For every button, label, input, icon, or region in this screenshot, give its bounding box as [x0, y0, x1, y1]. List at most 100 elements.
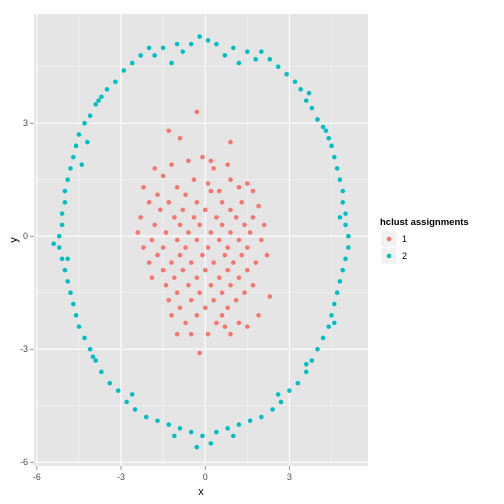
data-point-series-1 [222, 324, 228, 329]
data-point-series-2 [87, 346, 93, 352]
data-point-series-1 [228, 331, 233, 337]
data-point-series-2 [87, 113, 93, 118]
data-point-series-2 [334, 290, 340, 296]
data-point-series-2 [284, 71, 289, 77]
data-point-series-1 [169, 162, 174, 167]
data-point-series-2 [197, 34, 202, 39]
data-point-series-1 [177, 136, 183, 141]
x-axis-ticks: -6 -3 0 3 [33, 466, 292, 482]
data-point-series-2 [332, 154, 337, 160]
data-point-series-2 [298, 87, 303, 92]
data-point-series-2 [65, 177, 70, 183]
data-point-series-2 [138, 53, 143, 58]
data-point-series-2 [62, 188, 68, 194]
data-point-series-1 [236, 184, 242, 190]
data-point-series-2 [245, 49, 250, 54]
data-point-series-2 [56, 245, 62, 250]
data-point-series-1 [197, 350, 202, 356]
data-point-series-2 [337, 177, 343, 183]
data-point-series-2 [259, 49, 264, 54]
data-point-series-2 [340, 200, 346, 205]
legend: hclust assignments 12 [380, 217, 469, 265]
data-point-series-1 [264, 252, 270, 258]
data-point-series-2 [214, 429, 219, 435]
data-point-series-1 [174, 237, 180, 243]
x-axis-title: x [198, 486, 204, 498]
data-point-series-2 [326, 136, 332, 141]
data-point-series-2 [346, 245, 351, 250]
data-point-series-2 [93, 102, 99, 107]
data-point-series-1 [146, 260, 152, 265]
data-point-series-2 [236, 422, 242, 427]
data-point-series-2 [59, 256, 65, 262]
data-point-series-1 [155, 192, 160, 198]
data-point-series-2 [169, 60, 174, 66]
data-point-series-1 [205, 245, 211, 250]
data-point-series-2 [70, 301, 76, 307]
data-point-series-1 [219, 290, 225, 296]
legend-entries: 12 [380, 230, 407, 265]
data-point-series-1 [152, 166, 157, 171]
data-point-series-2 [309, 105, 315, 111]
data-point-series-2 [340, 267, 346, 273]
data-point-series-1 [228, 230, 233, 235]
x-tick-label: -6 [33, 472, 41, 482]
data-point-series-1 [163, 230, 169, 235]
data-point-series-1 [186, 230, 191, 235]
y-tick-label: -3 [20, 344, 28, 354]
data-point-series-1 [225, 305, 230, 311]
data-point-series-1 [245, 181, 250, 186]
data-point-series-2 [172, 433, 177, 439]
data-point-series-2 [222, 53, 228, 58]
data-point-series-1 [135, 230, 141, 235]
data-point-series-1 [261, 222, 267, 228]
data-point-series-2 [332, 301, 337, 307]
data-point-series-1 [211, 260, 216, 265]
data-point-series-1 [191, 215, 197, 220]
data-point-series-1 [228, 177, 233, 183]
data-point-series-1 [174, 184, 180, 190]
data-point-series-2 [200, 433, 205, 439]
data-point-series-2 [93, 358, 99, 363]
data-point-series-2 [177, 426, 183, 431]
data-point-series-2 [292, 79, 298, 85]
data-point-series-2 [62, 267, 68, 273]
data-point-series-2 [68, 166, 73, 171]
data-point-series-1 [188, 331, 194, 337]
data-point-series-2 [214, 41, 219, 47]
data-point-series-2 [320, 124, 326, 130]
data-point-series-1 [194, 275, 200, 280]
data-point-series-2 [320, 335, 326, 341]
legend-label: 1 [402, 234, 407, 244]
data-point-series-1 [259, 237, 264, 243]
data-point-series-2 [225, 426, 230, 431]
data-point-series-1 [216, 275, 222, 280]
data-point-series-2 [343, 222, 348, 228]
data-point-series-1 [186, 282, 191, 288]
data-point-series-2 [309, 358, 315, 363]
x-tick-label: -3 [117, 472, 125, 482]
data-point-series-2 [121, 68, 127, 73]
data-point-series-2 [205, 38, 211, 43]
data-point-series-1 [177, 252, 183, 258]
data-point-series-1 [250, 282, 256, 288]
data-point-series-2 [107, 380, 113, 386]
y-tick-label: 3 [23, 118, 28, 128]
data-point-series-2 [236, 60, 242, 66]
data-point-series-2 [332, 320, 337, 326]
data-point-series-2 [124, 399, 129, 405]
data-point-series-1 [163, 282, 169, 288]
data-point-series-2 [329, 313, 334, 318]
y-axis-title: y [8, 237, 20, 243]
data-point-series-1 [216, 188, 222, 194]
data-point-series-1 [160, 245, 166, 250]
data-point-series-1 [233, 297, 239, 303]
data-point-series-2 [73, 143, 79, 149]
data-point-series-2 [152, 53, 157, 58]
data-point-series-2 [76, 324, 82, 329]
data-point-series-1 [174, 290, 180, 296]
data-point-series-1 [211, 166, 216, 171]
legend-swatch [386, 236, 392, 242]
data-points [51, 34, 351, 450]
